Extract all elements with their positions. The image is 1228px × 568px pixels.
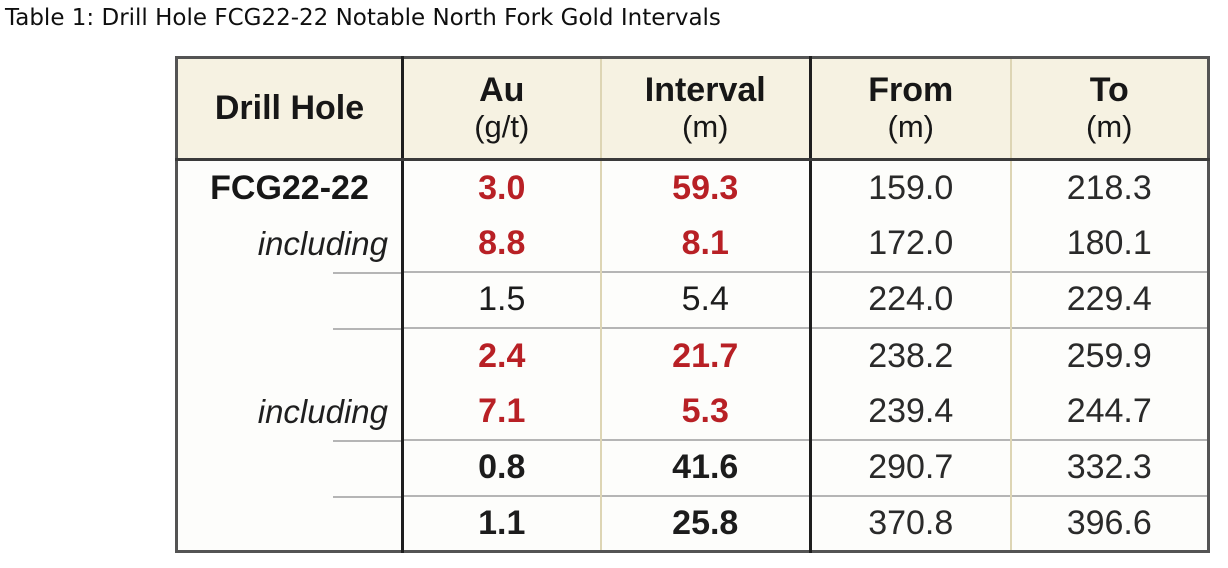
to-cell: 244.7 [1066, 391, 1152, 430]
au-cell: 0.8 [402, 438, 602, 496]
from-cell: 239.4 [810, 383, 1012, 440]
to-cell: 396.6 [1010, 494, 1209, 552]
drill-hole-cell [176, 495, 404, 552]
from-cell: 172.0 [810, 215, 1012, 272]
interval-cell: 59.3 [600, 159, 812, 216]
table-row: 2.4 21.7 238.2 259.9 [176, 326, 1209, 384]
table-body: FCG22-22 3.0 59.3 159.0 218.3 including … [176, 159, 1209, 552]
col-header-to-unit: (m) [1086, 109, 1133, 145]
from-cell: 290.7 [810, 438, 1012, 496]
interval-cell: 5.4 [600, 270, 812, 328]
from-cell: 224.0 [810, 270, 1012, 328]
col-header-interval-label: Interval [644, 71, 766, 110]
col-header-from-label: From [868, 71, 954, 110]
gold-intervals-table: Drill Hole Au (g/t) Interval (m) From (m… [175, 56, 1210, 553]
au-cell: 7.1 [402, 383, 602, 440]
interval-cell: 21.7 [600, 326, 812, 384]
drill-hole-cell: including [176, 215, 404, 272]
table-row: including 7.1 5.3 239.4 244.7 [176, 383, 1209, 440]
to-cell: 229.4 [1010, 270, 1209, 328]
col-header-from-unit: (m) [887, 109, 934, 145]
col-header-to-label: To [1089, 71, 1129, 110]
col-header-au-label: Au [479, 71, 525, 110]
col-header-drill-hole: Drill Hole [176, 57, 404, 161]
table-row: including 8.8 8.1 172.0 180.1 [176, 215, 1209, 272]
col-header-interval-unit: (m) [682, 109, 729, 145]
table-caption: Table 1: Drill Hole FCG22-22 Notable Nor… [5, 5, 721, 31]
au-cell: 8.8 [402, 215, 602, 272]
table-header: Drill Hole Au (g/t) Interval (m) From (m… [176, 57, 1209, 161]
from-cell: 159.0 [810, 159, 1012, 216]
au-cell: 2.4 [402, 326, 602, 384]
table-row: 1.1 25.8 370.8 396.6 [176, 494, 1209, 552]
to-cell: 180.1 [1066, 223, 1152, 262]
to-cell: 332.3 [1010, 438, 1209, 496]
drill-hole-cell: FCG22-22 [176, 159, 404, 216]
col-header-au: Au (g/t) [402, 57, 602, 161]
drill-hole-cell [176, 439, 404, 496]
col-header-au-unit: (g/t) [474, 109, 530, 145]
interval-cell: 8.1 [600, 215, 812, 272]
table-row: 0.8 41.6 290.7 332.3 [176, 438, 1209, 496]
table-row: 1.5 5.4 224.0 229.4 [176, 270, 1209, 328]
au-cell: 1.5 [402, 270, 602, 328]
au-cell: 3.0 [402, 159, 602, 216]
au-cell: 1.1 [402, 494, 602, 552]
table-row: FCG22-22 3.0 59.3 159.0 218.3 [176, 159, 1209, 216]
drill-hole-cell [176, 327, 404, 384]
interval-cell: 25.8 [600, 494, 812, 552]
drill-hole-cell: including [176, 383, 404, 440]
from-cell: 370.8 [810, 494, 1012, 552]
interval-cell: 5.3 [600, 383, 812, 440]
to-cell: 218.3 [1066, 168, 1152, 207]
to-cell: 259.9 [1010, 326, 1209, 384]
col-header-from: From (m) [810, 57, 1012, 161]
col-header-drill-hole-label: Drill Hole [214, 89, 365, 128]
interval-cell: 41.6 [600, 438, 812, 496]
header-row: Drill Hole Au (g/t) Interval (m) From (m… [176, 57, 1209, 161]
col-header-interval: Interval (m) [600, 57, 812, 161]
from-cell: 238.2 [810, 326, 1012, 384]
col-header-to: To (m) [1010, 57, 1209, 161]
drill-hole-cell [176, 271, 404, 328]
